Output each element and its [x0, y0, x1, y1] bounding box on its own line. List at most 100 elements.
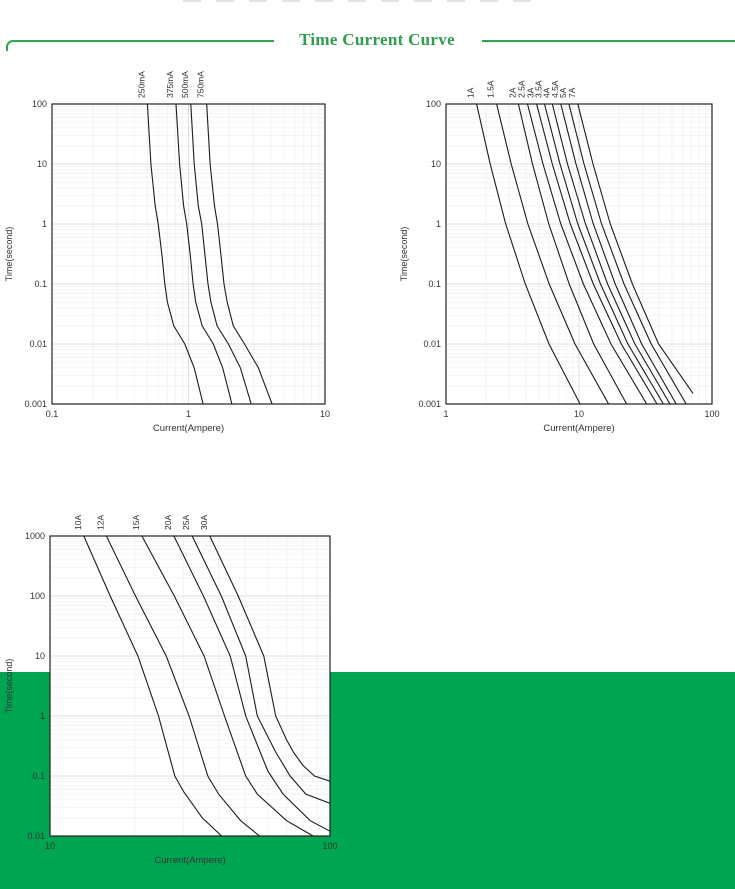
series-label-12A: 12A — [95, 515, 105, 530]
series-label-3A: 3A — [526, 87, 536, 98]
curve-2A — [517, 104, 628, 404]
curve-2.5A — [526, 104, 648, 404]
x-axis: 10 100 Current(Ampere) — [45, 841, 338, 866]
page-title: Time Current Curve — [299, 30, 455, 49]
y-axis-label: Time(second) — [4, 227, 14, 282]
x-axis-label: Current(Ampere) — [153, 423, 224, 434]
y-tick-10: 10 — [37, 159, 47, 169]
x-axis: 1 10 100 Current(Ampere) — [443, 409, 719, 434]
y-tick-0.01: 0.01 — [423, 339, 441, 349]
series-label-2.5A: 2.5A — [517, 80, 527, 98]
section-header: Time Current Curve — [0, 28, 735, 54]
y-tick-100: 100 — [32, 99, 47, 109]
y-axis: 1000 100 10 1 0.1 0.01 Time(second) — [4, 531, 45, 841]
series-label-2A: 2A — [507, 87, 517, 98]
y-tick-0.01: 0.01 — [29, 339, 47, 349]
curve-3A — [536, 104, 658, 404]
y-tick-100: 100 — [30, 591, 45, 601]
series-label-375mA: 375mA — [165, 71, 175, 98]
y-tick-0.001: 0.001 — [418, 399, 441, 409]
time-current-chart-low-range: 250mA 375mA 500mA 750mA 0.1 1 10 Current(Ampere… — [4, 71, 330, 434]
y-tick-0.1: 0.1 — [32, 771, 45, 781]
series-label-3.5A: 3.5A — [534, 80, 544, 98]
x-tick-0.1: 0.1 — [46, 409, 59, 419]
y-tick-1: 1 — [40, 711, 45, 721]
series-label-1.5A: 1.5A — [486, 80, 496, 98]
cutoff-content-dashes — [183, 0, 537, 2]
curve-1.5A — [496, 104, 610, 404]
y-tick-1: 1 — [42, 219, 47, 229]
y-axis-label: Time(second) — [4, 659, 14, 714]
series-label-7A: 7A — [567, 87, 577, 98]
x-tick-1: 1 — [186, 409, 191, 419]
curve-7A — [577, 104, 694, 394]
curve-4A — [551, 104, 671, 404]
curve-12A — [105, 536, 260, 836]
curve-1A — [476, 104, 581, 404]
x-tick-10: 10 — [320, 409, 330, 419]
curves — [146, 104, 273, 404]
curve-375mA — [175, 104, 233, 404]
series-label-10A: 10A — [73, 515, 83, 530]
plot-border — [445, 103, 713, 405]
x-tick-100: 100 — [704, 409, 719, 419]
series-label-25A: 25A — [181, 515, 191, 530]
header-rule-right — [482, 40, 735, 42]
x-tick-10: 10 — [45, 841, 55, 851]
y-tick-1: 1 — [436, 219, 441, 229]
curve-3.5A — [543, 104, 664, 404]
y-tick-0.001: 0.001 — [24, 399, 47, 409]
curve-750mA — [206, 104, 273, 404]
header-rule-left — [6, 40, 274, 51]
curve-10A — [83, 536, 222, 836]
series-label-4A: 4A — [541, 87, 551, 98]
series-label-500mA: 500mA — [180, 71, 190, 98]
curve-20A — [173, 536, 330, 832]
grid — [446, 104, 712, 404]
y-tick-0.1: 0.1 — [428, 279, 441, 289]
y-tick-10: 10 — [35, 651, 45, 661]
plot-area — [50, 536, 330, 836]
y-axis-label: Time(second) — [399, 227, 409, 282]
series-label-4.5A: 4.5A — [550, 80, 560, 98]
plot-border — [51, 103, 326, 405]
series-labels: 250mA 375mA 500mA 750mA — [136, 71, 205, 98]
series-label-250mA: 250mA — [136, 71, 146, 98]
y-tick-0.01: 0.01 — [27, 831, 45, 841]
curve-15A — [141, 536, 314, 836]
x-tick-1: 1 — [443, 409, 448, 419]
curve-25A — [191, 536, 330, 804]
grid — [52, 104, 325, 404]
plot-border — [49, 535, 331, 837]
curve-250mA — [146, 104, 204, 404]
y-tick-1000: 1000 — [25, 531, 45, 541]
series-label-750mA: 750mA — [196, 71, 206, 98]
x-tick-10: 10 — [574, 409, 584, 419]
x-axis: 0.1 1 10 Current(Ampere) — [46, 409, 330, 434]
grid — [50, 536, 330, 836]
curves — [476, 104, 694, 404]
series-label-20A: 20A — [163, 515, 173, 530]
y-tick-10: 10 — [431, 159, 441, 169]
x-tick-100: 100 — [322, 841, 337, 851]
curve-5A — [568, 104, 687, 404]
x-axis-label: Current(Ampere) — [543, 423, 614, 434]
x-axis-label: Current(Ampere) — [154, 855, 225, 866]
series-label-15A: 15A — [131, 515, 141, 530]
y-axis: 100 10 1 0.1 0.01 0.001 Time(second) — [4, 99, 47, 409]
curve-30A — [209, 536, 330, 782]
curves — [83, 536, 330, 836]
y-tick-100: 100 — [426, 99, 441, 109]
series-label-30A: 30A — [199, 515, 209, 530]
series-label-5A: 5A — [558, 87, 568, 98]
y-axis: 100 10 1 0.1 0.01 0.001 Time(second) — [399, 99, 441, 409]
series-labels: 10A 12A 15A 20A 25A 30A — [73, 515, 209, 530]
series-label-1A: 1A — [466, 87, 476, 98]
y-tick-0.1: 0.1 — [34, 279, 47, 289]
curve-4.5A — [560, 104, 677, 404]
curve-500mA — [190, 104, 252, 404]
